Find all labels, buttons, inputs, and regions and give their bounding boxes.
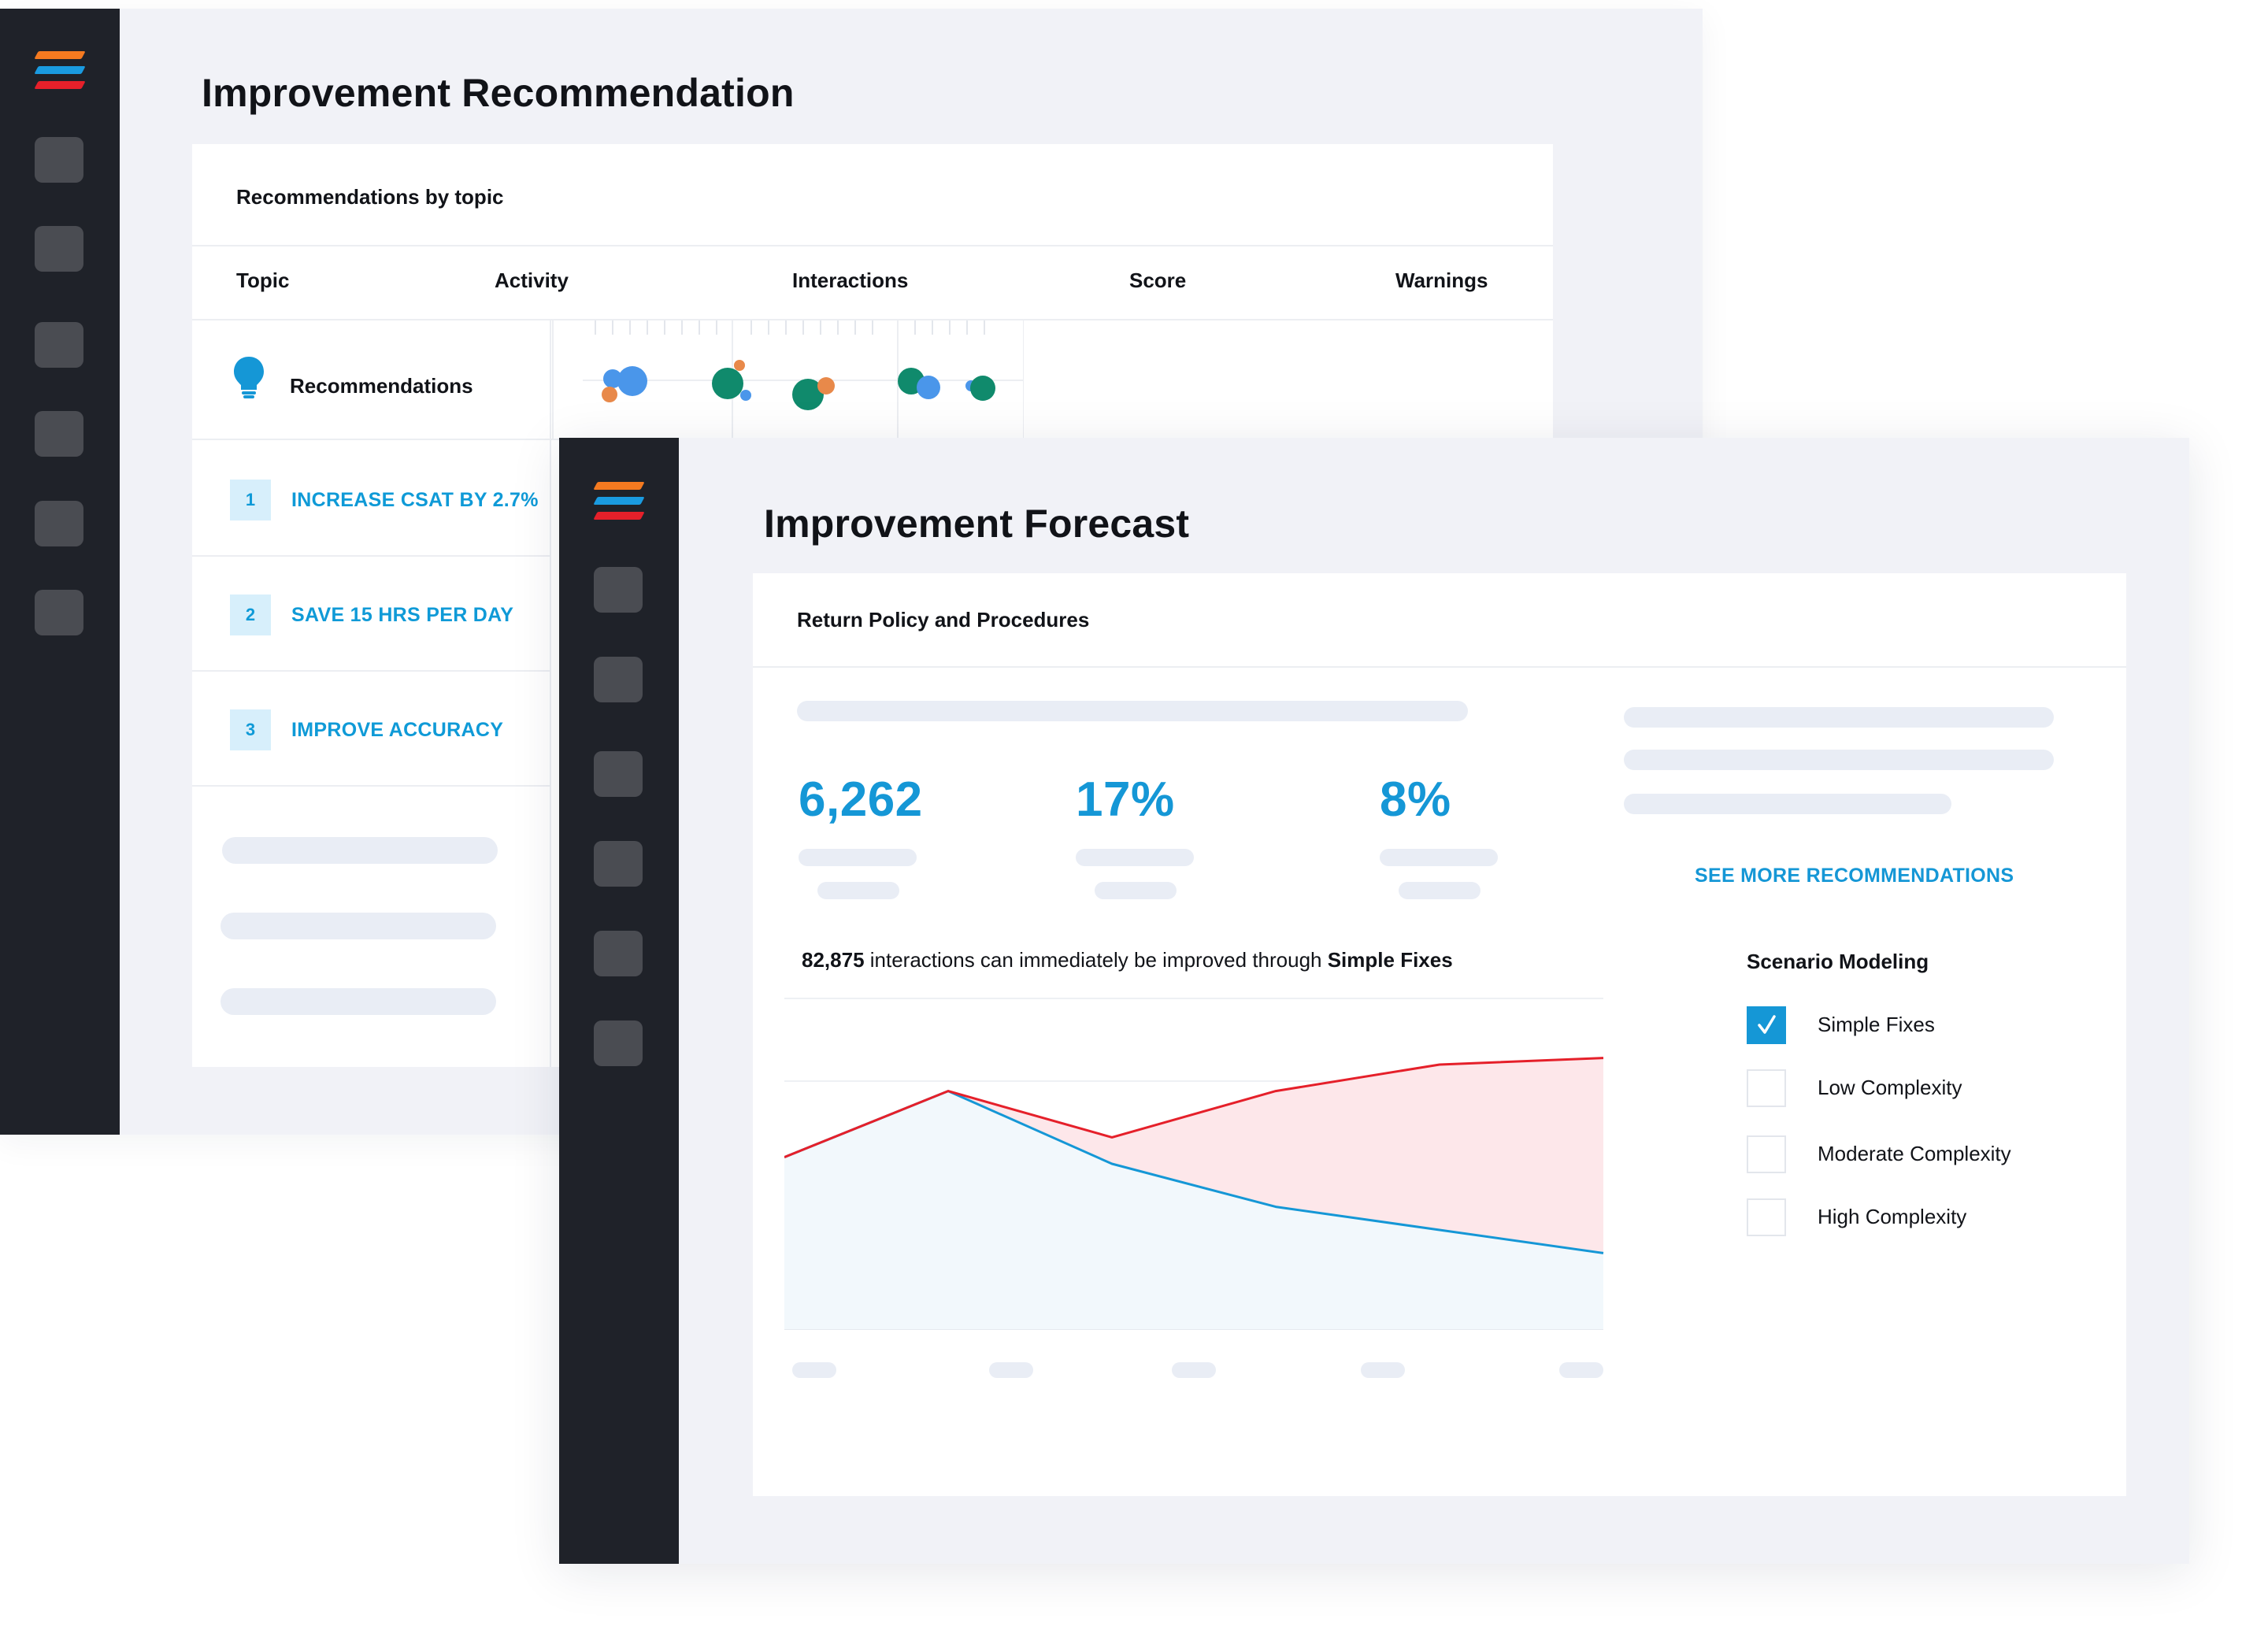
placeholder-line xyxy=(1624,750,2054,770)
forecast-summary: 82,875 interactions can immediately be i… xyxy=(802,948,1453,972)
recommendation-item-2[interactable]: 2 SAVE 15 HRS PER DAY xyxy=(192,555,554,670)
x-tick-placeholder xyxy=(1559,1362,1603,1378)
stat-value-2: 17% xyxy=(1076,772,1175,827)
sidebar-nav-item[interactable] xyxy=(35,411,83,457)
column-header-activity[interactable]: Activity xyxy=(495,269,569,292)
sidebar-nav-item[interactable] xyxy=(594,567,643,613)
activity-bubble xyxy=(734,360,745,371)
sidebar-nav-item[interactable] xyxy=(594,1020,643,1066)
activity-bubble xyxy=(917,376,940,399)
scenario-modeling-title: Scenario Modeling xyxy=(1747,950,1929,973)
scenario-option-label: Low Complexity xyxy=(1818,1076,1962,1099)
placeholder-line xyxy=(220,913,496,939)
column-header-score[interactable]: Score xyxy=(1129,269,1187,292)
lightbulb-icon xyxy=(234,357,264,398)
placeholder-line xyxy=(1624,707,2054,728)
scenario-option-label: Simple Fixes xyxy=(1818,1013,1935,1036)
chart-area-series-1 xyxy=(784,1091,1603,1329)
checkbox[interactable] xyxy=(1747,1069,1786,1107)
column-header-warnings[interactable]: Warnings xyxy=(1395,269,1488,292)
placeholder-line xyxy=(1076,849,1194,866)
stat-value-3: 8% xyxy=(1380,772,1451,827)
page-title: Improvement Forecast xyxy=(764,502,1190,546)
column-header-topic[interactable]: Topic xyxy=(236,269,290,292)
stat-value-1: 6,262 xyxy=(799,772,923,827)
placeholder-line xyxy=(1399,882,1480,899)
activity-bubble xyxy=(817,377,835,394)
recommendation-number: 3 xyxy=(230,709,271,750)
recommendation-item-1[interactable]: 1 INCREASE CSAT BY 2.7% xyxy=(192,440,554,555)
app-logo xyxy=(593,482,645,521)
checkbox[interactable] xyxy=(1747,1198,1786,1236)
chart-line-series-2 xyxy=(784,1057,1604,1158)
scenario-option-label: Moderate Complexity xyxy=(1818,1142,2011,1165)
checkmark-icon xyxy=(1758,1015,1776,1034)
sidebar-nav-item[interactable] xyxy=(35,501,83,546)
placeholder-line xyxy=(1624,794,1951,814)
recommendation-number: 2 xyxy=(230,594,271,635)
scenario-option-low-complexity[interactable]: Low Complexity xyxy=(1747,1066,2077,1110)
placeholder-line xyxy=(817,882,899,899)
section-title: Return Policy and Procedures xyxy=(797,608,1090,632)
forecast-card: Return Policy and Procedures 6,262 17% 8… xyxy=(753,573,2126,1496)
summary-emphasis: Simple Fixes xyxy=(1327,948,1453,972)
sidebar xyxy=(0,9,120,1135)
recommendation-number: 1 xyxy=(230,480,271,520)
sidebar-nav-item[interactable] xyxy=(35,322,83,368)
sidebar xyxy=(559,438,679,1564)
recommendation-link[interactable]: INCREASE CSAT BY 2.7% xyxy=(291,489,539,511)
sidebar-nav-item[interactable] xyxy=(594,931,643,976)
sidebar-nav-item[interactable] xyxy=(35,590,83,635)
placeholder-line xyxy=(1095,882,1177,899)
activity-bubble xyxy=(712,368,743,399)
placeholder-line xyxy=(799,849,917,866)
scenario-options: Simple Fixes Low Complexity Moderate Com… xyxy=(1747,1003,2077,1287)
activity-bubble xyxy=(617,366,647,396)
placeholder-line xyxy=(220,988,496,1015)
sidebar-nav-item[interactable] xyxy=(594,657,643,702)
placeholder-line xyxy=(222,837,498,864)
checkbox[interactable] xyxy=(1747,1006,1786,1044)
sidebar-nav-item[interactable] xyxy=(594,841,643,887)
sidebar-nav-item[interactable] xyxy=(35,137,83,183)
activity-timeline xyxy=(551,320,1024,439)
sidebar-nav-item[interactable] xyxy=(594,751,643,797)
recommendation-item-3[interactable]: 3 IMPROVE ACCURACY xyxy=(192,670,554,785)
placeholder-line xyxy=(1380,849,1498,866)
summary-text: interactions can immediately be improved… xyxy=(864,948,1328,972)
see-more-recommendations-link[interactable]: SEE MORE RECOMMENDATIONS xyxy=(1695,865,2014,887)
recommendation-link[interactable]: IMPROVE ACCURACY xyxy=(291,719,504,741)
summary-count: 82,875 xyxy=(802,948,865,972)
checkbox[interactable] xyxy=(1747,1135,1786,1173)
x-tick-placeholder xyxy=(989,1362,1033,1378)
placeholder-line xyxy=(797,701,1468,721)
topic-row[interactable]: Recommendations xyxy=(192,320,1553,439)
topic-label: Recommendations xyxy=(290,374,473,398)
x-tick-placeholder xyxy=(792,1362,836,1378)
activity-bubble xyxy=(602,387,617,402)
scenario-option-simple-fixes[interactable]: Simple Fixes xyxy=(1747,1003,2077,1047)
scenario-option-moderate-complexity[interactable]: Moderate Complexity xyxy=(1747,1132,2077,1176)
activity-bubble xyxy=(970,376,995,401)
forecast-chart xyxy=(784,998,1604,1378)
scenario-option-label: High Complexity xyxy=(1818,1205,1967,1228)
x-tick-placeholder xyxy=(1172,1362,1216,1378)
activity-bubble xyxy=(740,390,751,401)
sidebar-nav-item[interactable] xyxy=(35,226,83,272)
column-header-interactions[interactable]: Interactions xyxy=(792,269,909,292)
recommendation-link[interactable]: SAVE 15 HRS PER DAY xyxy=(291,604,514,626)
forecast-window: Improvement Forecast Return Policy and P… xyxy=(559,438,2189,1564)
section-title: Recommendations by topic xyxy=(236,185,504,209)
x-tick-placeholder xyxy=(1361,1362,1405,1378)
app-logo xyxy=(34,51,86,91)
page-title: Improvement Recommendation xyxy=(202,71,795,115)
scenario-option-high-complexity[interactable]: High Complexity xyxy=(1747,1195,2077,1239)
